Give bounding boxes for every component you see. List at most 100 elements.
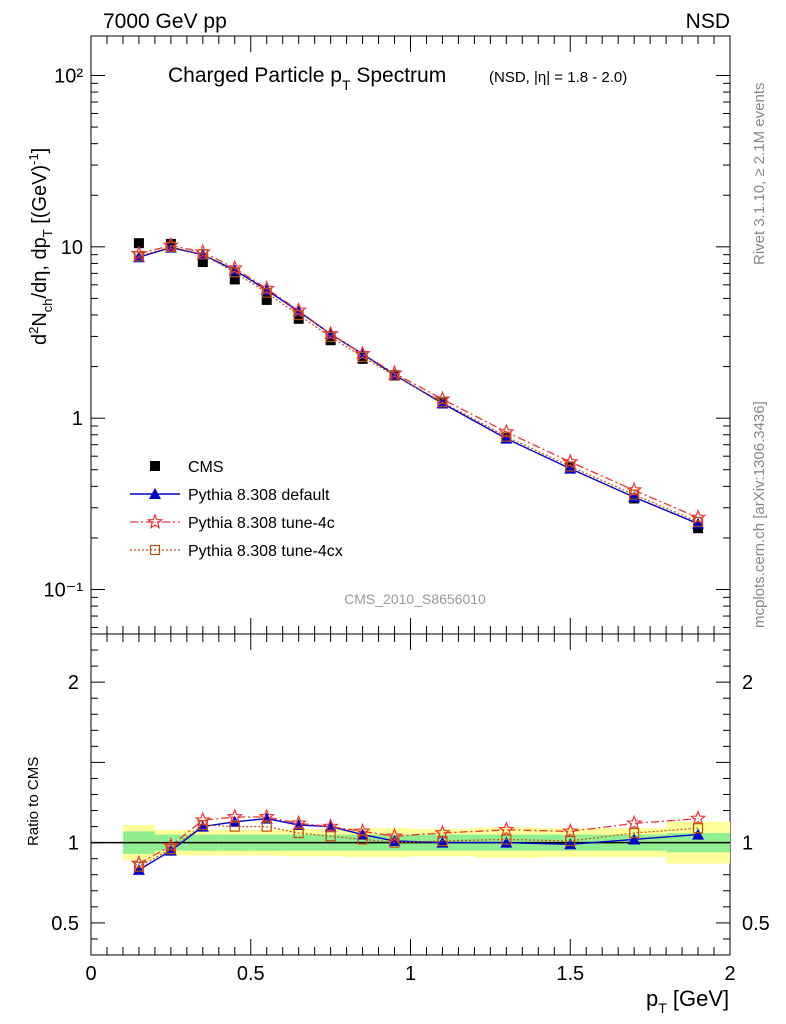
data-point: [261, 294, 272, 305]
data-point: [628, 833, 641, 845]
x-tick-label: 0: [85, 963, 96, 985]
data-point: [258, 808, 275, 824]
chart-title-extra: (NSD, |η| = 1.8 - 2.0): [489, 69, 627, 86]
mcplots-label: mcplots.cern.ch [arXiv:1306.3436]: [751, 401, 768, 628]
data-point: [229, 274, 240, 285]
main-series: [130, 236, 707, 534]
series-pythia-8-308-tune-4cx: [133, 241, 704, 528]
data-point: [500, 836, 513, 848]
ratio-y-tick-label-right: 1: [742, 833, 753, 855]
ratio-y-axis-label: Ratio to CMS: [25, 757, 42, 846]
data-point: [629, 489, 640, 500]
data-point: [565, 835, 576, 847]
svg-text:pT [GeV]: pT [GeV]: [646, 986, 729, 1016]
legend-item: Pythia 8.308 default: [130, 487, 330, 504]
chart-title: Charged Particle pT Spectrum: [168, 64, 446, 93]
data-point: [322, 325, 339, 341]
y-tick-label: 10: [61, 237, 83, 259]
data-point: [565, 461, 576, 472]
data-point: [194, 811, 212, 828]
ratio-series: [130, 808, 707, 875]
data-point: [196, 820, 209, 832]
data-point: [498, 423, 515, 440]
data-point: [133, 861, 145, 872]
data-point: [501, 834, 512, 845]
data-point: [436, 836, 449, 848]
legend-label: Pythia 8.308 default: [188, 487, 330, 504]
data-point: [389, 370, 400, 381]
x-tick-label: 1: [405, 963, 416, 985]
data-point: [133, 238, 144, 249]
data-point: [228, 815, 241, 827]
svg-text:d2Nch/dη, dpT [(GeV)-1]: d2Nch/dη, dpT [(GeV)-1]: [26, 148, 55, 345]
data-point: [261, 287, 272, 298]
data-point: [293, 309, 304, 321]
data-point: [290, 301, 307, 318]
rivet-label: Rivet 3.1.10, ≥ 2.1M events: [751, 83, 768, 266]
data-point: [692, 516, 704, 528]
ratio-y-tick-label: 0.5: [51, 913, 79, 935]
data-point: [133, 251, 145, 262]
legend-label: Pythia 8.308 tune-4c: [188, 515, 335, 532]
series-line: [138, 244, 699, 519]
ratio-y-tick-label-right: 0.5: [742, 913, 770, 935]
main-y-axis-label: d2Nch/dη, dpT [(GeV)-1]: [26, 148, 55, 345]
x-tick-label: 0.5: [237, 963, 265, 985]
series-line: [138, 246, 699, 525]
main-axis-ticks: 10⁻¹ 1 10 10² 0 0.5 1 1.5 2 0.5 0.5 1 1 2 2: [44, 35, 770, 985]
data-point: [261, 821, 272, 832]
data-point: [325, 335, 336, 346]
ratio-y-tick-label: 1: [68, 833, 79, 855]
data-point: [689, 809, 707, 826]
data-point: [226, 259, 243, 276]
data-point: [150, 461, 160, 471]
data-point: [389, 837, 400, 848]
y-tick-label: 10²: [54, 65, 83, 87]
data-point: [165, 843, 176, 855]
header-right: NSD: [686, 10, 730, 33]
data-point: [226, 808, 243, 824]
ratio-line: [138, 824, 699, 868]
data-point: [501, 431, 512, 442]
y-tick-label: 1: [72, 408, 83, 430]
header-left: 7000 GeV pp: [103, 10, 227, 33]
legend: CMS Pythia 8.308 default Pythia 8.308 tune…: [130, 459, 343, 560]
data-point: [197, 819, 208, 831]
legend-item: Pythia 8.308 tune-4cx: [130, 543, 343, 560]
data-point: [146, 513, 164, 530]
data-point: [293, 313, 304, 324]
x-axis-label: pT [GeV]: [646, 986, 729, 1016]
data-point: [498, 821, 515, 837]
data-point: [149, 488, 161, 499]
data-point: [564, 838, 577, 850]
data-point: [322, 817, 339, 834]
data-point: [561, 822, 579, 839]
title-main: Charged Particle p: [168, 64, 342, 87]
data-point: [293, 827, 304, 839]
ratio-series-pythia-8-308-tune-4cx: [133, 819, 704, 872]
data-point: [290, 814, 307, 831]
x-tick-label: 2: [724, 963, 735, 985]
series-pythia-8-308-default: [132, 241, 705, 529]
legend-item: Pythia 8.308 tune-4c: [130, 513, 335, 532]
data-point: [388, 835, 401, 847]
data-point: [197, 249, 208, 260]
title-sub: T: [342, 77, 351, 93]
data-point: [625, 481, 643, 498]
data-point: [325, 331, 336, 343]
data-point: [357, 351, 368, 362]
title-main2: Spectrum: [351, 64, 447, 87]
series-pythia-8-308-tune-4c: [130, 236, 707, 525]
data-point: [437, 835, 448, 847]
data-point: [132, 863, 145, 875]
ratio-y-tick-label: 2: [68, 672, 79, 694]
data-point: [229, 821, 240, 832]
analysis-watermark: CMS_2010_S8656010: [344, 591, 486, 607]
legend-item: CMS: [150, 459, 224, 476]
data-point: [629, 827, 640, 839]
data-point: [149, 544, 161, 556]
x-tick-label: 1.5: [556, 963, 584, 985]
data-point: [229, 267, 240, 278]
main-frame: [90, 35, 731, 635]
